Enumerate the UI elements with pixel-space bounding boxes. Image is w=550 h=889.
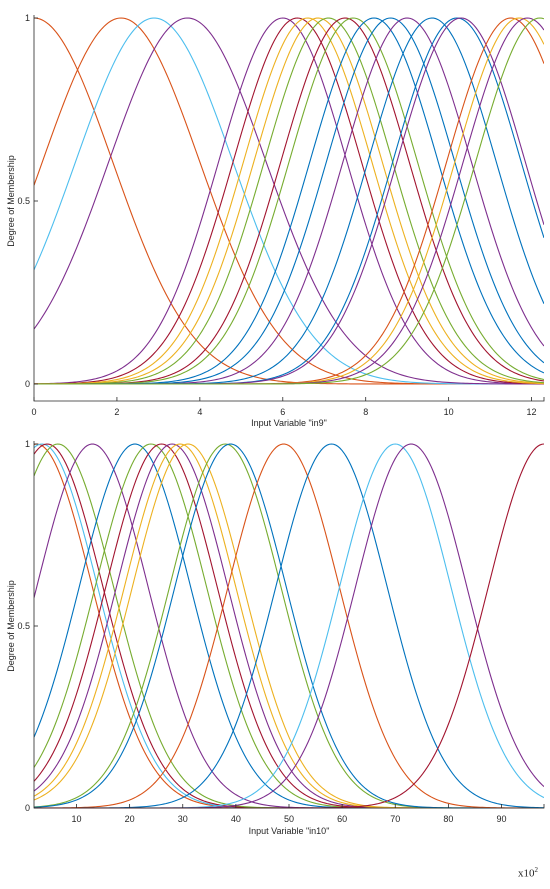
scale-factor-exponent: 2 [534,866,539,874]
mf-curve-top-6 [34,17,544,385]
membership-chart-in10: 10 20 30 40 50 60 70 80 90 0 0.5 1 Input Variable "i… [6,439,545,836]
x-tick-label: 6 [280,407,285,417]
x-tick-label: 10 [444,407,454,417]
mf-curve-bottom-10 [34,443,544,809]
mf-curve-top-7 [34,17,544,385]
y-tick-label: 0.5 [17,196,30,206]
mf-curve-top-8 [34,17,544,385]
mf-curve-top-17 [34,17,544,385]
y-tick-label: 0 [25,803,30,813]
mf-curve-top-19 [34,17,544,385]
x-tick-label: 4 [197,407,202,417]
mf-curve-top-10 [34,17,544,385]
x-tick-label: 70 [390,814,400,824]
curves-group [34,443,544,809]
x-tick-label: 30 [178,814,188,824]
mf-curve-top-5 [34,17,544,385]
mf-curve-top-12 [34,17,544,385]
scale-factor-base: x10 [518,867,535,880]
x-tick-label: 90 [496,814,506,824]
mf-curve-top-20 [34,17,544,385]
mf-curve-top-21 [34,17,544,385]
x-tick-label: 8 [363,407,368,417]
axis-frame [33,15,545,402]
x-tick-label: 10 [71,814,81,824]
x-tick-label: 80 [443,814,453,824]
x-tick-label: 12 [527,407,537,417]
x-axis-label: Input Variable "in9" [251,418,327,428]
mf-curve-top-14 [34,17,544,385]
mf-curve-top-18 [34,17,544,385]
y-tick-label: 1 [25,13,30,23]
mf-curve-top-1 [34,17,544,385]
mf-curve-top-3 [34,17,544,385]
mf-curve-top-4 [34,17,544,385]
x-tick-label: 40 [231,814,241,824]
x-tick-label: 60 [337,814,347,824]
y-axis-label: Degree of Membership [6,155,16,247]
y-tick-label: 0.5 [17,621,30,631]
y-tick-label: 0 [25,379,30,389]
y-axis-label: Degree of Membership [6,580,16,672]
mf-curve-top-16 [34,17,544,385]
x-tick-label: 50 [284,814,294,824]
mf-curve-top-11 [34,17,544,385]
mf-curve-top-15 [34,17,544,385]
curves-group [34,17,544,385]
mf-curve-top-9 [34,17,544,385]
x-tick-label: 20 [125,814,135,824]
x-tick-label: 0 [31,407,36,417]
mf-curve-top-13 [34,17,544,385]
x-tick-label: 2 [114,407,119,417]
mf-curve-bottom-14 [34,443,544,809]
mf-curve-top-2 [34,17,544,385]
x-axis-label: Input Variable "in10" [249,826,330,836]
membership-chart-in9: 0 2 4 6 8 10 12 0 0.5 1 Input Variable "in9" Degree… [6,13,545,428]
scale-factor-note: x102 [518,866,538,880]
y-tick-label: 1 [25,439,30,449]
